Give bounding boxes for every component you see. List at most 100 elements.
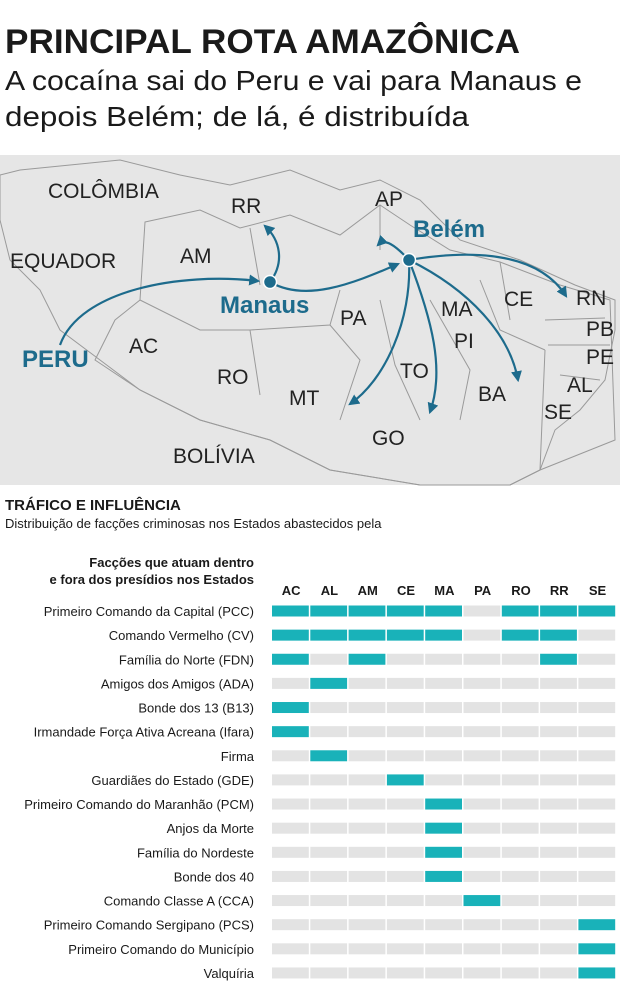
route-arrow	[58, 274, 261, 346]
presence-cell	[578, 919, 616, 931]
presence-cell	[578, 895, 616, 907]
column-header: AC	[282, 583, 301, 598]
presence-cell	[501, 919, 539, 931]
presence-cell	[386, 605, 424, 617]
presence-cell	[425, 677, 462, 689]
row-label: Comando Classe A (CCA)	[104, 894, 254, 909]
presence-cell	[501, 895, 539, 907]
state-label: RO	[217, 366, 249, 389]
presence-cell	[310, 967, 348, 979]
presence-cell	[425, 967, 462, 979]
state-label: PA	[340, 307, 366, 330]
column-header: RR	[550, 583, 569, 598]
presence-cell	[540, 919, 577, 931]
column-header: AL	[321, 583, 338, 598]
state-label: AC	[129, 335, 158, 358]
presence-cell	[540, 774, 577, 786]
presence-cell	[540, 895, 577, 907]
presence-cell	[386, 967, 424, 979]
row-label: Bonde dos 13 (B13)	[138, 701, 254, 716]
presence-cell	[578, 943, 616, 955]
row-label: Comando Vermelho (CV)	[109, 628, 254, 643]
state-label: RR	[231, 195, 261, 218]
presence-cell	[348, 677, 386, 689]
city-label: Manaus	[220, 292, 309, 319]
row-label: Primeiro Comando do Município	[68, 942, 254, 957]
column-header: SE	[589, 583, 607, 598]
city-dot	[262, 274, 278, 290]
presence-cell	[348, 774, 386, 786]
presence-cell	[540, 653, 577, 665]
presence-cell	[310, 870, 348, 882]
presence-cell	[578, 774, 616, 786]
presence-cell	[348, 605, 386, 617]
presence-cell	[425, 895, 462, 907]
presence-cell	[463, 702, 501, 714]
presence-cell	[386, 943, 424, 955]
presence-cell	[463, 919, 501, 931]
presence-cell	[272, 798, 309, 810]
row-header: Facções que atuam dentro	[89, 555, 254, 570]
presence-cell	[540, 677, 577, 689]
presence-cell	[578, 629, 616, 641]
presence-cell	[310, 726, 348, 738]
presence-cell	[348, 726, 386, 738]
route-arrow	[348, 259, 411, 406]
presence-cell	[501, 870, 539, 882]
presence-cell	[501, 702, 539, 714]
presence-cell	[425, 943, 462, 955]
presence-cell	[463, 822, 501, 834]
presence-cell	[348, 943, 386, 955]
presence-cell	[578, 967, 616, 979]
presence-cell	[310, 822, 348, 834]
column-header: CE	[397, 583, 415, 598]
presence-cell	[310, 629, 348, 641]
presence-cell	[578, 726, 616, 738]
route-arrow	[407, 259, 439, 415]
state-label: PE	[586, 346, 614, 369]
presence-cell	[463, 895, 501, 907]
routes	[58, 224, 568, 415]
presence-cell	[425, 919, 462, 931]
row-label: Anjos da Morte	[167, 821, 254, 836]
presence-cell	[578, 677, 616, 689]
map-background	[0, 155, 620, 485]
presence-cell	[386, 846, 424, 858]
land	[0, 159, 616, 486]
presence-cell	[272, 750, 309, 762]
presence-cell	[272, 895, 309, 907]
presence-cell	[463, 653, 501, 665]
presence-cell	[272, 919, 309, 931]
presence-cell	[425, 870, 462, 882]
presence-cell	[386, 750, 424, 762]
presence-cell	[425, 605, 462, 617]
country-label: COLÔMBIA	[48, 180, 159, 203]
presence-cell	[578, 702, 616, 714]
presence-cell	[578, 653, 616, 665]
route-arrow	[408, 253, 568, 298]
presence-cell	[386, 774, 424, 786]
presence-cell	[578, 870, 616, 882]
presence-cell	[425, 846, 462, 858]
presence-cell	[463, 870, 501, 882]
presence-cell	[386, 919, 424, 931]
state-label: TO	[400, 360, 429, 383]
row-label: Primeiro Comando da Capital (PCC)	[44, 604, 254, 619]
presence-cell	[310, 653, 348, 665]
city-dot	[401, 252, 417, 268]
presence-cell	[425, 726, 462, 738]
presence-cell	[463, 605, 501, 617]
presence-cell	[348, 919, 386, 931]
presence-cell	[425, 653, 462, 665]
brazil	[94, 204, 616, 486]
presence-cell	[463, 943, 501, 955]
presence-cell	[348, 846, 386, 858]
presence-table: AC AL AM CE MA PA RO RR SE Primeiro Comando da Ca…	[24, 583, 616, 981]
state-label: AP	[375, 188, 403, 211]
presence-cell	[463, 726, 501, 738]
presence-cell	[348, 870, 386, 882]
presence-cell	[463, 967, 501, 979]
presence-cell	[501, 943, 539, 955]
presence-cell	[540, 846, 577, 858]
